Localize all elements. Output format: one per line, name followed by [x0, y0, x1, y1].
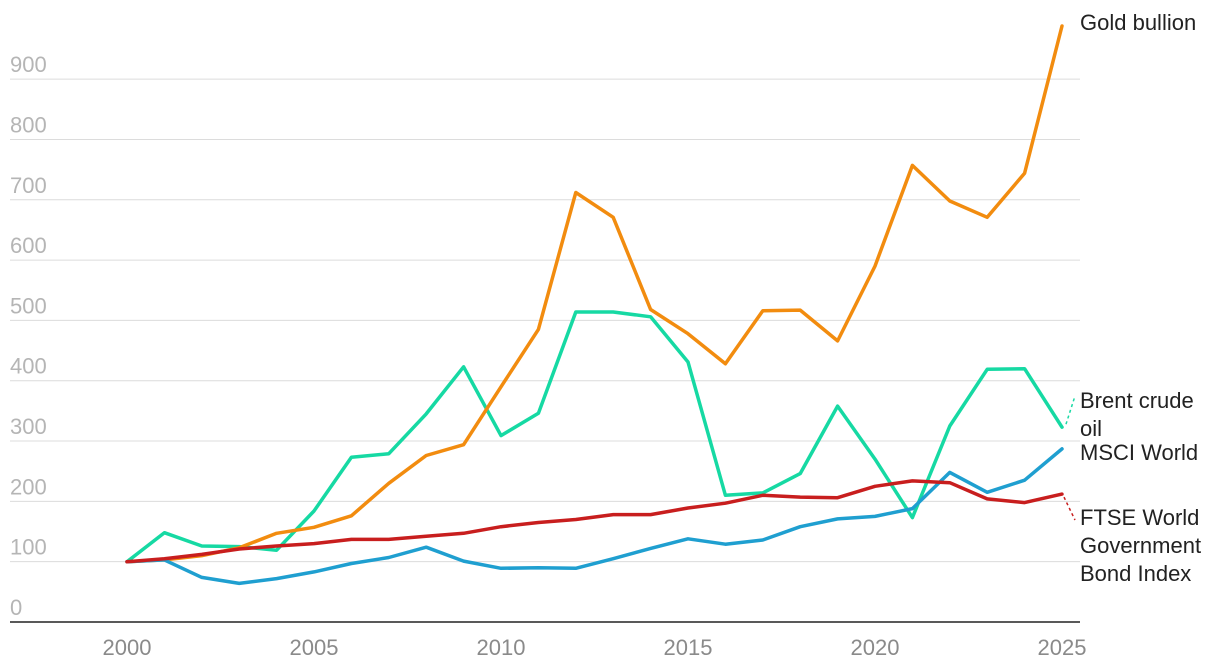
x-axis-ticks: 2000 2005 2010 2015 2020 2025: [103, 635, 1087, 660]
series-label: Brent crude: [1080, 388, 1194, 413]
series-label: Gold bullion: [1080, 10, 1196, 35]
y-tick-label: 900: [10, 52, 47, 77]
x-tick-label: 2005: [290, 635, 339, 660]
y-tick-label: 300: [10, 414, 47, 439]
y-tick-label: 600: [10, 233, 47, 258]
y-tick-label: 100: [10, 535, 47, 560]
series-label: FTSE World: [1080, 505, 1199, 530]
series-label: Government: [1080, 533, 1201, 558]
x-tick-label: 2010: [477, 635, 526, 660]
label-connector: [1065, 395, 1076, 425]
y-tick-label: 0: [10, 595, 22, 620]
y-tick-label: 500: [10, 293, 47, 318]
y-axis-ticks: 0 100 200 300 400 500 600 700 800 900: [10, 52, 47, 620]
series-line-brent-crude-oil: [125, 310, 1064, 564]
gridlines: [10, 78, 1080, 563]
y-tick-label: 800: [10, 112, 47, 137]
series-label: MSCI World: [1080, 440, 1198, 465]
x-tick-label: 2020: [851, 635, 900, 660]
series-label: oil: [1080, 416, 1102, 441]
series-label: Bond Index: [1080, 561, 1191, 586]
series-lines: [125, 24, 1064, 586]
series-line-gold-bullion: [125, 24, 1064, 564]
y-tick-label: 400: [10, 354, 47, 379]
x-tick-label: 2015: [664, 635, 713, 660]
series-line-ftse-world-government-bond-index: [125, 479, 1064, 564]
series-line-msci-world: [125, 447, 1064, 586]
y-tick-label: 700: [10, 173, 47, 198]
x-tick-label: 2000: [103, 635, 152, 660]
label-connector: [1063, 496, 1076, 521]
y-tick-label: 200: [10, 474, 47, 499]
x-tick-label: 2025: [1038, 635, 1087, 660]
